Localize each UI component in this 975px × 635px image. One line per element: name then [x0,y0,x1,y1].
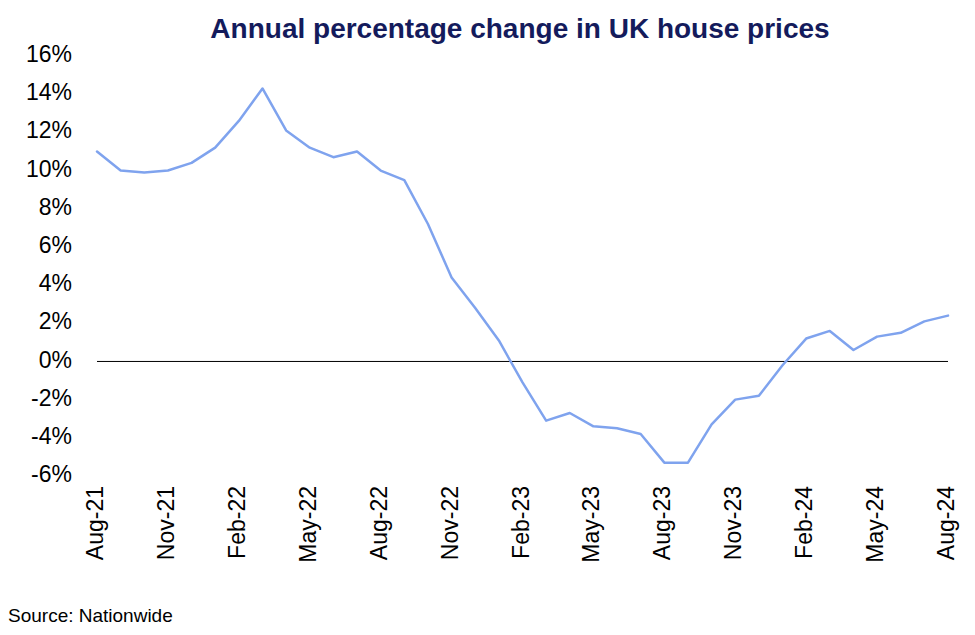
source: Source: Nationwide [8,605,173,626]
x-tick-label: Nov-21 [153,486,179,560]
line [97,88,948,462]
y-tick-label: -6% [31,461,72,487]
x-tick-label: Aug-21 [82,486,108,560]
x-tick-label: Feb-23 [508,486,534,559]
x-tick-label: Feb-22 [224,486,250,559]
y-tick-label: -2% [31,385,72,411]
x-axis-line [97,361,948,362]
x-tick-label: Aug-24 [933,486,959,560]
y-tick-label: 14% [26,79,72,105]
y-tick-label: 8% [39,194,72,220]
y-tick-label: 0% [39,347,72,373]
x-tick-label: Aug-23 [649,486,675,560]
x-tick-label: Aug-22 [366,486,392,560]
y-tick-label: 10% [26,156,72,182]
title: Annual percentage change in UK house pri… [210,13,829,44]
x-tick-label: Nov-23 [720,486,746,560]
x-tick-label: Feb-24 [791,486,817,559]
y-tick-label: 6% [39,232,72,258]
x-tick-label: Nov-22 [437,486,463,560]
x-tick-label: May-23 [578,486,604,563]
x-tick-label: May-22 [295,486,321,563]
y-tick-label: 12% [26,117,72,143]
x-tick-label: May-24 [862,486,888,563]
y-tick-label: 16% [26,41,72,67]
plot-area [97,88,948,462]
y-tick-label: 2% [39,308,72,334]
y-tick-label: 4% [39,270,72,296]
chart: Annual percentage change in UK house pri… [0,0,975,635]
y-tick-label: -4% [31,423,72,449]
